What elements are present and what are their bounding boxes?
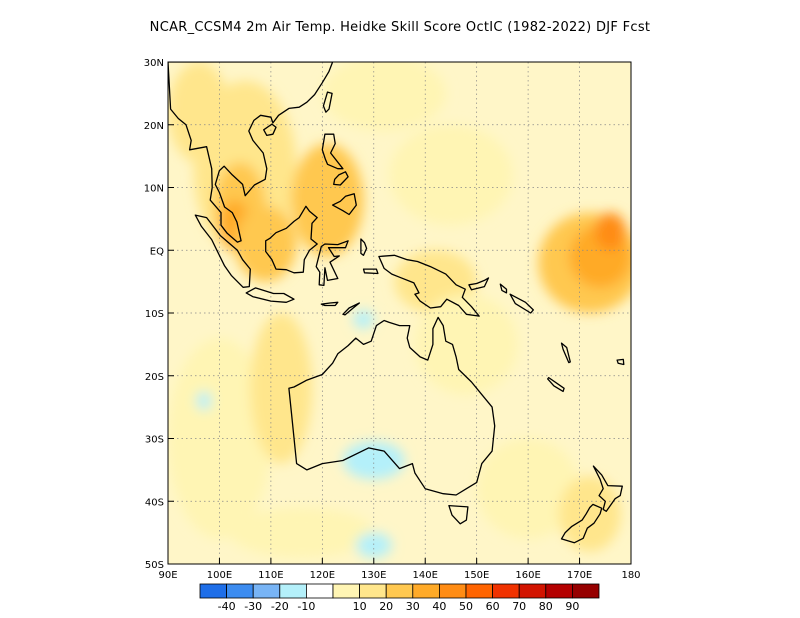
coastline <box>342 302 361 316</box>
skill-patch <box>389 124 513 226</box>
coastline <box>509 293 534 314</box>
skill-patch <box>196 391 212 411</box>
colorbar-swatch <box>385 583 414 599</box>
colorbar-swatch <box>279 583 307 599</box>
lat-tick-label: 10S <box>145 309 164 320</box>
colorbar-swatch <box>199 583 228 599</box>
lat-tick-label: 50S <box>145 560 164 571</box>
colorbar-swatch <box>305 583 334 599</box>
coastline <box>322 91 333 113</box>
colorbar-label: 80 <box>539 600 553 613</box>
colorbar-swatch <box>412 583 440 599</box>
coastline <box>448 504 469 525</box>
coastline <box>320 301 339 307</box>
coastline <box>560 503 603 544</box>
lon-tick-label: 100E <box>207 570 232 581</box>
coastline <box>362 268 379 275</box>
coastline <box>560 342 571 364</box>
chart-title: NCAR_CCSM4 2m Air Temp. Heidke Skill Sco… <box>149 20 651 35</box>
skill-patch <box>594 212 626 251</box>
colorbar-swatch <box>545 583 573 599</box>
colorbar-swatch <box>359 583 387 599</box>
colorbar-label: 50 <box>459 600 473 613</box>
skill-patch <box>414 294 518 395</box>
lat-tick-label: 20N <box>144 121 164 132</box>
lon-tick-label: 130E <box>361 570 386 581</box>
skill-patch <box>476 438 580 539</box>
coastline <box>168 62 334 243</box>
skill-patch <box>168 62 230 163</box>
skill-patch <box>353 309 374 329</box>
colorbar-label: 70 <box>512 600 526 613</box>
coastline <box>321 133 344 170</box>
colorbar-swatch <box>438 583 467 599</box>
coastline <box>592 465 623 512</box>
colorbar-label: 40 <box>432 600 446 613</box>
coastline <box>547 376 565 393</box>
coastline <box>194 214 251 288</box>
lat-tick-label: 30S <box>145 435 164 446</box>
lon-tick-label: 120E <box>310 570 335 581</box>
skill-patch <box>355 532 392 558</box>
skill-patch <box>229 507 374 558</box>
colorbar-swatch <box>332 583 361 599</box>
colorbar-label: 60 <box>486 600 500 613</box>
lat-tick-label: 40S <box>145 497 164 508</box>
colorbar-label: 30 <box>406 600 420 613</box>
lat-tick-label: 20S <box>145 372 164 383</box>
colorbar-label: 20 <box>379 600 393 613</box>
coastline <box>288 316 496 496</box>
lat-tick-label: 10N <box>144 184 164 195</box>
colorbar-label: -40 <box>218 600 236 613</box>
colorbar-swatch <box>252 583 281 599</box>
colorbar-swatch <box>518 583 547 599</box>
lat-tick-label: 30N <box>144 58 164 69</box>
skill-patch <box>291 143 364 257</box>
skill-patch <box>322 62 446 132</box>
coastlines <box>116 12 625 544</box>
coastline <box>245 287 295 303</box>
colorbar-label: 10 <box>353 600 367 613</box>
skill-patch <box>168 338 271 539</box>
coastline <box>116 189 124 212</box>
colorbar-label: -20 <box>271 600 289 613</box>
coastline <box>371 27 404 56</box>
lon-tick-label: 180 <box>621 570 640 581</box>
skill-patch <box>558 476 621 552</box>
coastline <box>263 123 277 137</box>
skill-patch <box>342 441 405 480</box>
longitude-axis: 90E 100E 110E 120E 130E 140E 150E 160E 170E 180 <box>158 558 641 581</box>
lon-tick-label: 90E <box>158 570 177 581</box>
colorbar-swatch <box>226 583 254 599</box>
colorbar: -40 -30 -20 -10 10 20 30 40 50 60 70 80 90 <box>199 583 600 613</box>
coastline <box>353 12 370 33</box>
coastline <box>378 254 480 317</box>
coastline <box>331 193 357 216</box>
coastline <box>265 205 318 274</box>
latitude-axis: 30N 20N 10N EQ 10S 20S 30S 40S 50S <box>144 58 174 571</box>
lon-tick-label: 170E <box>567 570 592 581</box>
colorbar-label: 90 <box>565 600 579 613</box>
gridlines <box>168 62 631 564</box>
colorbar-swatch <box>572 583 600 599</box>
lat-tick-label: EQ <box>150 246 164 257</box>
lon-tick-label: 160E <box>515 570 540 581</box>
coastline <box>499 283 508 294</box>
lon-tick-label: 110E <box>258 570 283 581</box>
coastline <box>360 238 368 256</box>
coastline <box>616 358 625 366</box>
coastline <box>315 240 349 287</box>
colorbar-swatch <box>492 583 520 599</box>
coastline <box>468 277 490 291</box>
colorbar-label: -30 <box>244 600 262 613</box>
skill-patch <box>250 313 313 464</box>
colorbar-swatch <box>465 583 494 599</box>
coastline <box>333 171 349 186</box>
lon-tick-label: 140E <box>413 570 438 581</box>
lon-tick-label: 150E <box>464 570 489 581</box>
skill-shading <box>168 62 631 558</box>
colorbar-label: -10 <box>297 600 315 613</box>
